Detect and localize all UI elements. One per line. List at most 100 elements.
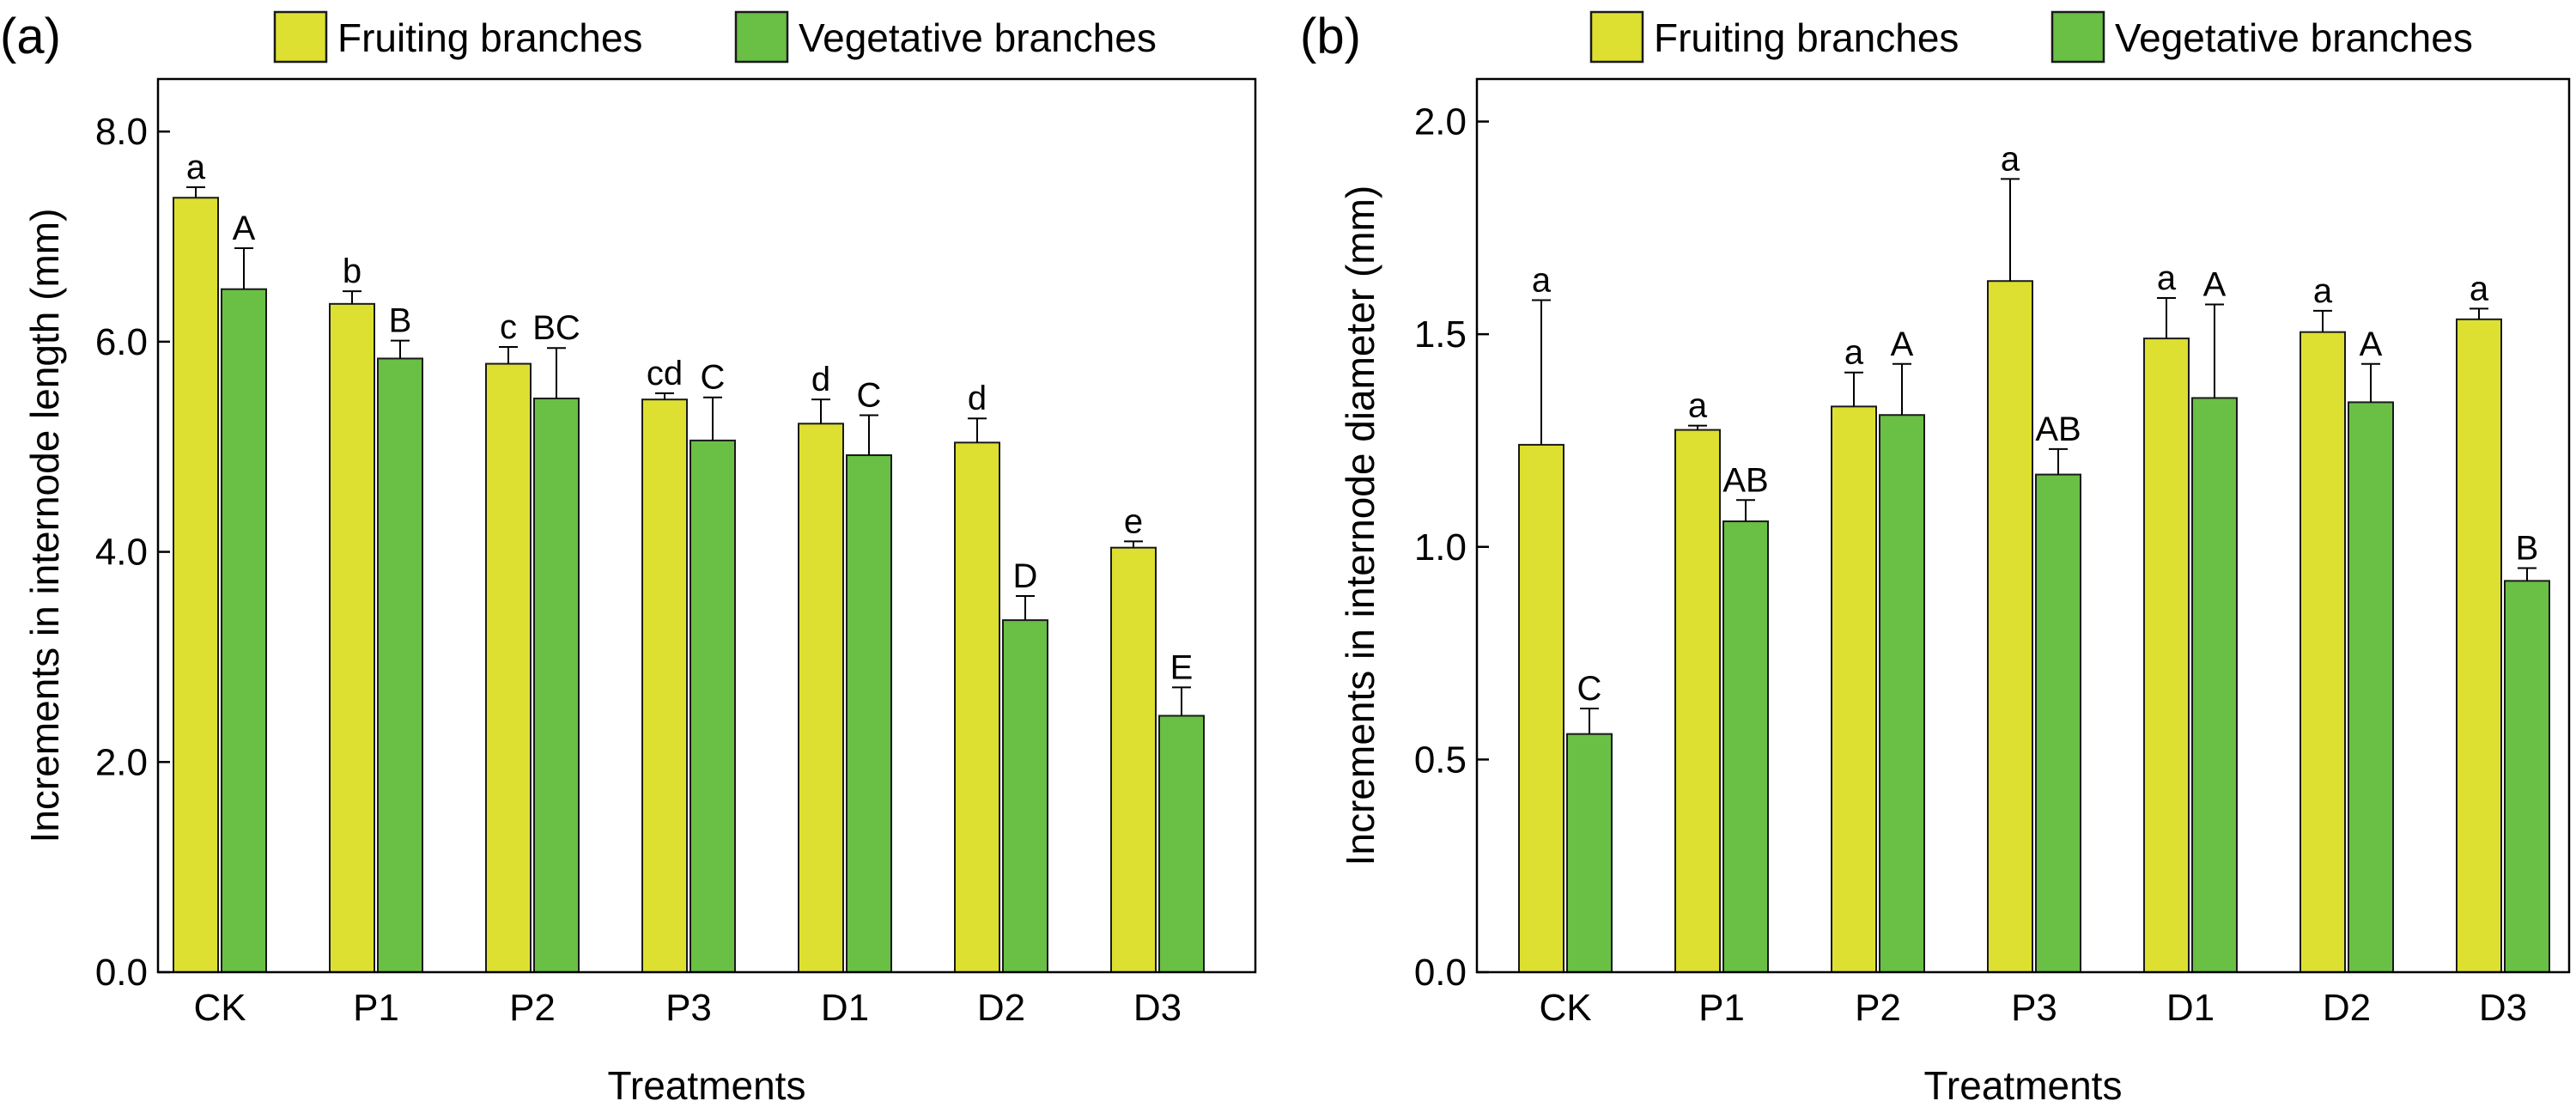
- panel-b-significance-label: a: [1688, 387, 1708, 425]
- panel-b-x-tick-label: P3: [2011, 987, 2057, 1029]
- panel-a-label: (a): [0, 9, 61, 64]
- panel-b-x-tick-label: D1: [2166, 987, 2215, 1029]
- panel-b-x-tick-label: P2: [1855, 987, 1901, 1029]
- panel-a-bar-fruiting-P1: [329, 302, 375, 974]
- legend-fruiting-swatch: [1589, 10, 1644, 64]
- panel-a-bar-vegetative-P1: [377, 357, 423, 974]
- panel-a-x-tick-label: P3: [665, 987, 712, 1029]
- panel-a-significance-label: C: [857, 377, 882, 415]
- panel-a-significance-label: BC: [532, 309, 580, 347]
- panel-b-significance-label: a: [1844, 334, 1864, 372]
- legend-fruiting-label: Fruiting branches: [337, 15, 642, 60]
- panel-b-significance-label: a: [2157, 259, 2177, 297]
- panel-b-bar-vegetative-D1: [2191, 397, 2238, 973]
- panel-b-x-tick-label: P1: [1698, 987, 1745, 1029]
- panel-a-y-tick-label: 0.0: [95, 952, 148, 994]
- panel-a-x-tick-label: P2: [509, 987, 556, 1029]
- panel-b-significance-label: A: [2360, 325, 2383, 363]
- panel-b-bar-vegetative-P2: [1879, 414, 1925, 973]
- legend-vegetative-label: Vegetative branches: [799, 15, 1157, 60]
- panel-a-significance-label: a: [186, 149, 206, 186]
- panel-a-y-tick-label: 8.0: [95, 111, 148, 153]
- panel-b-bar-fruiting-CK: [1518, 443, 1564, 973]
- panel-a-significance-label: D: [1013, 557, 1038, 595]
- panel-b-significance-label: AB: [2035, 411, 2081, 448]
- panel-a-bar-vegetative-CK: [221, 288, 267, 973]
- panel-a-significance-label: A: [233, 210, 256, 247]
- panel-a-significance-label: B: [389, 302, 412, 340]
- panel-a-internode-length: (a) Fruiting branches Vegetative branche…: [0, 9, 1257, 1107]
- panel-a-bar-vegetative-D1: [846, 454, 892, 973]
- panel-a-significance-label: b: [343, 252, 361, 290]
- panel-a-bar-fruiting-D1: [798, 423, 844, 974]
- panel-b-significance-label: A: [1891, 325, 1914, 363]
- panel-b-bar-vegetative-CK: [1566, 733, 1613, 974]
- panel-b-internode-diameter: (b) Fruiting branches Vegetative branche…: [1300, 9, 2571, 1107]
- panel-a-significance-label: E: [1170, 648, 1194, 686]
- panel-a-bar-fruiting-CK: [173, 197, 219, 973]
- panel-a-y-tick-label: 4.0: [95, 532, 148, 574]
- panel-a-frame: [156, 77, 1257, 974]
- legend-vegetative-swatch: [2050, 10, 2105, 64]
- panel-a-x-tick-label: D2: [977, 987, 1025, 1029]
- legend-fruiting-label: Fruiting branches: [1654, 15, 1959, 60]
- panel-a-x-axis-title: Treatments: [608, 1063, 806, 1107]
- legend-fruiting-swatch: [273, 10, 328, 64]
- panel-b-label: (b): [1300, 9, 1361, 64]
- panel-a-bar-fruiting-D3: [1110, 546, 1157, 973]
- panel-b-x-tick-label: D2: [2323, 987, 2371, 1029]
- panel-a-significance-label: cd: [647, 355, 683, 392]
- panel-b-bar-fruiting-D3: [2456, 318, 2502, 973]
- panel-b-bar-fruiting-P2: [1831, 405, 1877, 974]
- panel-b-significance-label: A: [2203, 265, 2227, 303]
- panel-a-bar-fruiting-D2: [954, 441, 1000, 973]
- legend-vegetative-swatch: [734, 10, 789, 64]
- panel-a-x-tick-label: D1: [821, 987, 869, 1029]
- panel-a-bar-vegetative-P3: [690, 439, 736, 973]
- panel-a-x-tick-label: P1: [353, 987, 399, 1029]
- panel-b-y-tick-label: 2.0: [1414, 101, 1467, 143]
- panel-a-bar-fruiting-P3: [641, 398, 688, 974]
- panel-b-significance-label: C: [1577, 670, 1602, 708]
- panel-a-significance-label: e: [1124, 502, 1143, 540]
- panel-b-bar-fruiting-P3: [1987, 280, 2033, 973]
- panel-b-significance-label: a: [2001, 140, 2020, 178]
- panel-b-significance-label: B: [2516, 530, 2539, 568]
- panel-b-bar-fruiting-P1: [1674, 429, 1721, 974]
- panel-a-bar-vegetative-P2: [533, 397, 580, 973]
- panel-b-bar-vegetative-P1: [1722, 520, 1769, 973]
- panel-a-y-tick-label: 6.0: [95, 321, 148, 363]
- panel-b-y-tick-label: 1.0: [1414, 526, 1467, 569]
- panel-a-x-tick-label: D3: [1133, 987, 1182, 1029]
- panel-b-y-tick-label: 0.0: [1414, 952, 1467, 994]
- panel-a-y-tick-label: 2.0: [95, 741, 148, 783]
- legend-vegetative-label: Vegetative branches: [2115, 15, 2473, 60]
- panel-a-bar-vegetative-D3: [1158, 715, 1205, 973]
- panel-a-significance-label: d: [811, 361, 830, 398]
- panel-a-significance-label: d: [968, 380, 987, 417]
- panel-b-x-tick-label: CK: [1539, 987, 1591, 1029]
- panel-a-significance-label: c: [500, 308, 517, 346]
- panel-b-bar-fruiting-D2: [2300, 331, 2346, 973]
- panel-b-y-tick-label: 0.5: [1414, 739, 1467, 781]
- panel-b-x-axis-title: Treatments: [1924, 1063, 2123, 1107]
- panel-a-y-axis-title: Increments in internode length (mm): [22, 209, 67, 843]
- panel-a-significance-label: C: [701, 359, 726, 397]
- panel-b-frame: [1475, 77, 2571, 974]
- panel-a-x-tick-label: CK: [193, 987, 246, 1029]
- panel-b-legend: Fruiting branches Vegetative branches: [1589, 10, 2473, 64]
- panel-b-significance-label: AB: [1722, 461, 1768, 499]
- panel-a-bar-fruiting-P2: [485, 362, 532, 973]
- panel-b-bar-vegetative-D3: [2504, 580, 2550, 974]
- panel-b-bar-vegetative-P3: [2035, 473, 2081, 973]
- panel-b-significance-label: a: [1532, 262, 1552, 300]
- panel-b-y-axis-title: Increments in internode diameter (mm): [1338, 186, 1382, 867]
- panel-b-bar-vegetative-D2: [2348, 401, 2394, 973]
- panel-b-x-tick-label: D3: [2479, 987, 2527, 1029]
- panel-b-y-tick-label: 1.5: [1414, 313, 1467, 356]
- panel-b-bar-fruiting-D1: [2143, 338, 2190, 974]
- panel-b-significance-label: a: [2470, 270, 2489, 307]
